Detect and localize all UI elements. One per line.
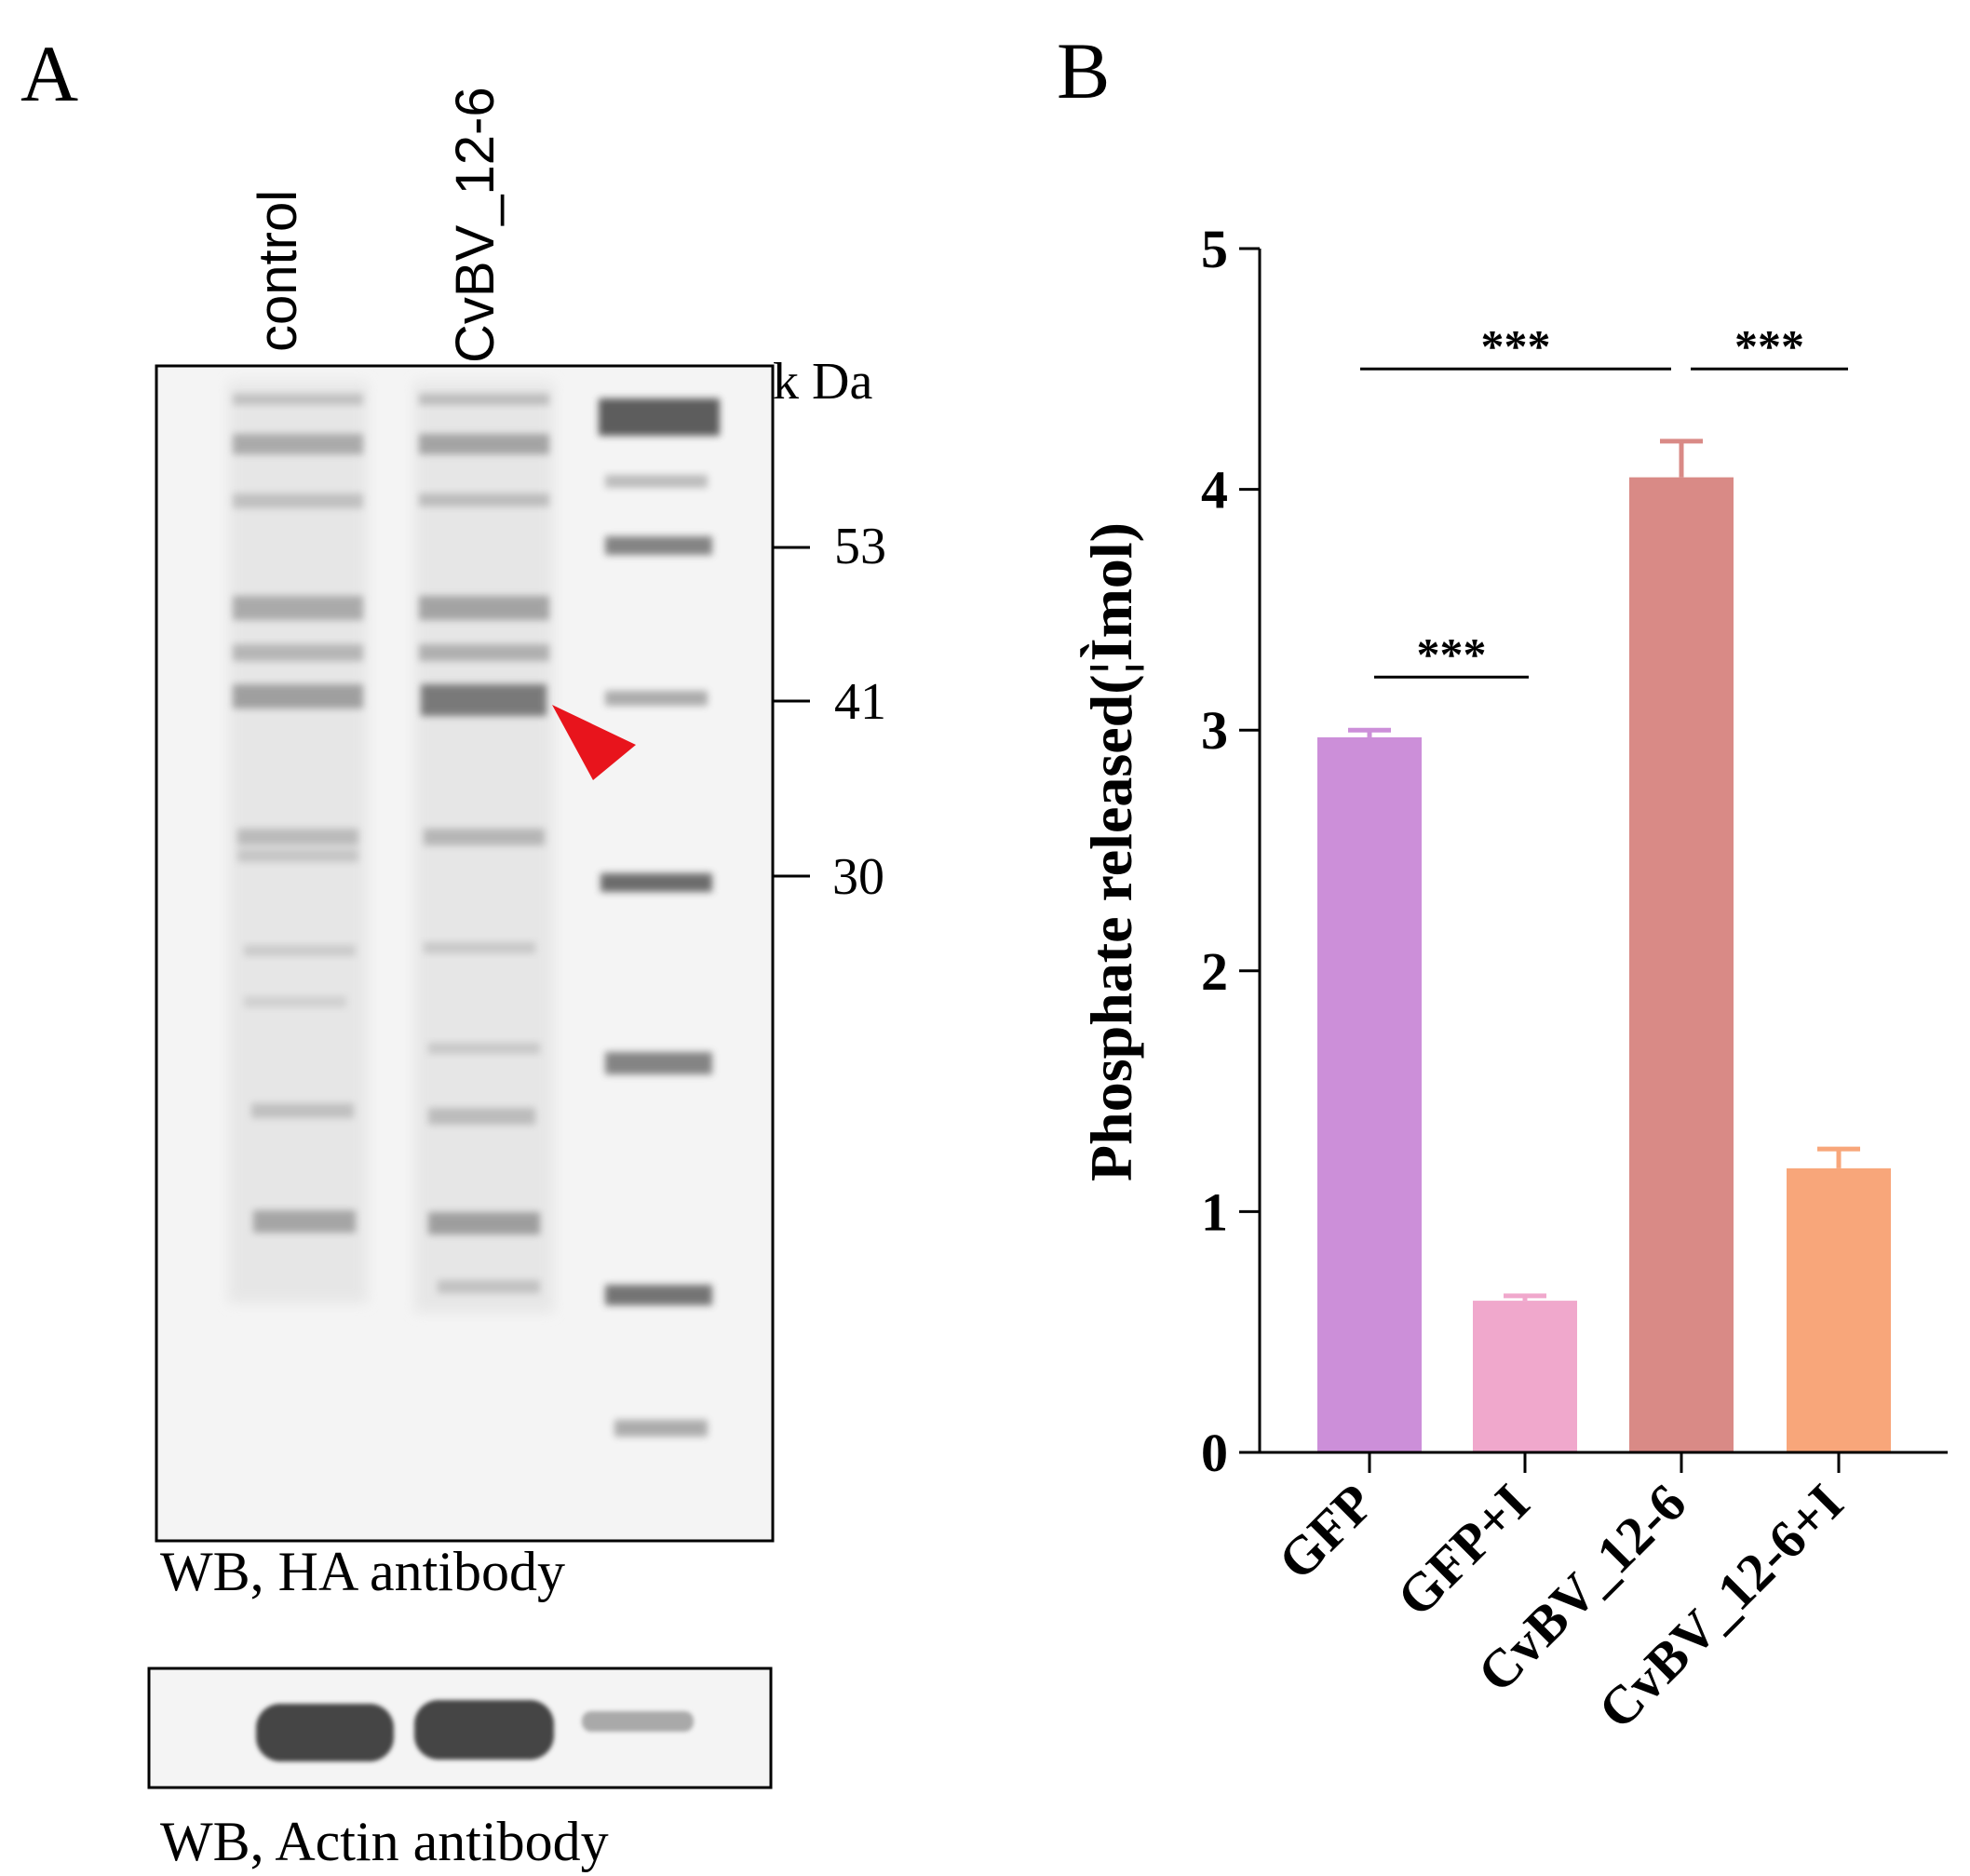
significance-label: ***: [1417, 628, 1487, 680]
y-tick-label: 1: [1201, 1181, 1228, 1242]
actin-band-cvbv: [414, 1700, 554, 1760]
marker-30: 30: [773, 848, 884, 906]
marker-label: 30: [832, 848, 884, 906]
bars: [1317, 439, 1891, 1453]
y-tick-label: 4: [1201, 460, 1228, 520]
actin-band-control: [256, 1704, 394, 1761]
bar: [1473, 1301, 1577, 1452]
y-tick-label: 0: [1201, 1423, 1228, 1483]
significance-brackets: *** *** ***: [1360, 319, 1848, 680]
marker-41: 41: [773, 673, 886, 731]
cvbv-lane-bands: [419, 394, 549, 1293]
actin-blot-label: WB, Actin antibody: [160, 1811, 609, 1872]
marker-label: 41: [834, 673, 886, 731]
significance-label: ***: [1734, 319, 1804, 371]
x-tick-label: GFP: [1266, 1472, 1385, 1591]
y-axis-title: Phosphate released(¦Ìmol): [1078, 522, 1144, 1181]
actin-band-ladder: [582, 1711, 694, 1732]
bar: [1317, 736, 1422, 1452]
panel-b-letter: B: [1057, 26, 1110, 115]
ha-blot-label: WB, HA antibody: [160, 1541, 565, 1602]
panel-a: A control CvBV_12-6: [20, 29, 886, 1872]
y-axis: 0 1 2 3 4 5: [1201, 219, 1262, 1483]
panel-a-letter: A: [20, 29, 78, 118]
significance-label: ***: [1481, 319, 1551, 371]
lane-label-control: control: [248, 190, 308, 352]
x-tick-label: GFP+I: [1385, 1472, 1541, 1627]
kda-label: k Da: [773, 353, 872, 411]
ha-blot: [155, 364, 775, 1543]
lane-smear-cvbv: [414, 382, 554, 1313]
control-lane-bands: [233, 394, 363, 1233]
y-tick-label: 5: [1201, 219, 1228, 279]
marker-53: 53: [773, 518, 886, 575]
bar: [1787, 1167, 1891, 1452]
ladder-lane-bands: [599, 398, 720, 1437]
lane-label-cvbv: CvBV_12-6: [445, 87, 506, 363]
red-triangle-arrow-icon: [552, 705, 636, 780]
marker-label: 53: [834, 518, 886, 575]
actin-blot: [147, 1667, 773, 1789]
ha-blot-frame: [155, 364, 775, 1543]
bar: [1629, 477, 1734, 1453]
actin-blot-frame: [147, 1667, 773, 1789]
y-tick-label: 2: [1201, 941, 1228, 1002]
y-tick-label: 3: [1201, 700, 1228, 761]
